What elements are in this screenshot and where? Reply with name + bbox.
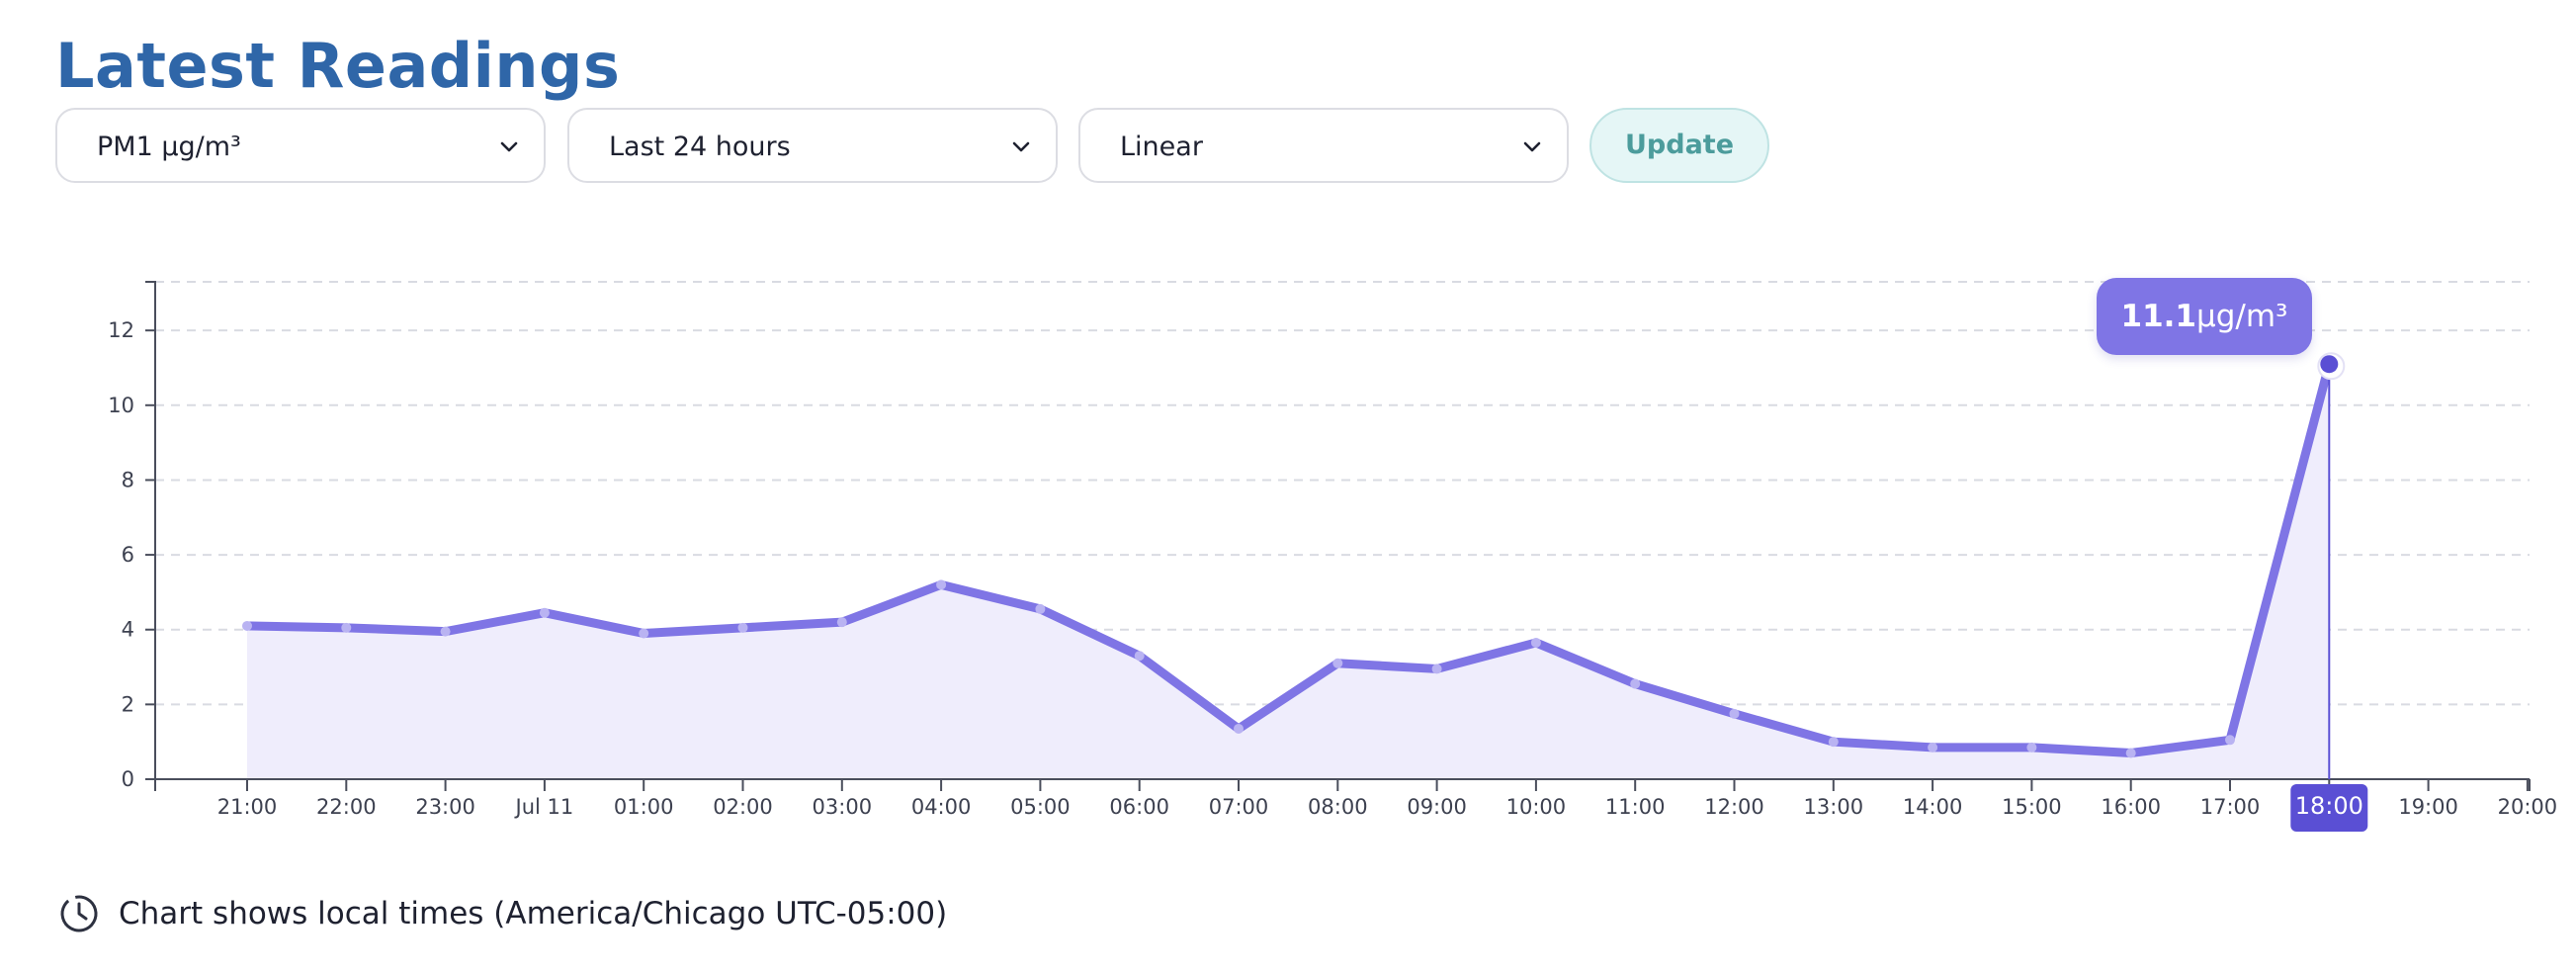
chevron-down-icon [500, 141, 518, 152]
tooltip-value: 11.1 [2120, 299, 2197, 334]
range-select-value: Last 24 hours [609, 132, 791, 162]
data-point [1729, 708, 1740, 719]
highlight-point [2320, 355, 2339, 374]
scale-select-value: Linear [1120, 132, 1203, 162]
x-tick-label: Jul 11 [514, 795, 574, 819]
y-axis-ticks: 0 2 4 6 8 10 12 [108, 318, 155, 791]
data-point [341, 622, 352, 633]
highlight-marker [2317, 352, 2346, 779]
x-tick-label: 14:00 [1903, 795, 1963, 819]
tooltip-unit: µg/m³ [2196, 299, 2288, 334]
x-tick-label: 20:00 [2498, 795, 2558, 819]
y-tick-label: 8 [122, 468, 134, 491]
clock-icon [60, 895, 98, 932]
data-point [737, 622, 748, 633]
x-tick-label: 04:00 [911, 795, 972, 819]
data-point [1332, 658, 1343, 668]
readings-chart: 0 2 4 6 8 10 12 21:00 22:00 23:00 Jul 11 01:00 02:0… [108, 281, 2558, 832]
y-tick-label: 2 [122, 692, 134, 716]
x-tick-label: 23:00 [415, 795, 475, 819]
x-tick-label: 06:00 [1109, 795, 1169, 819]
page-title: Latest Readings [55, 30, 621, 102]
x-tick-label: 16:00 [2101, 795, 2161, 819]
range-select[interactable]: Last 24 hours [567, 108, 1058, 183]
data-point [1134, 651, 1145, 662]
x-tick-label: 10:00 [1506, 795, 1567, 819]
data-point [2026, 742, 2037, 753]
metric-select-value: PM1 µg/m³ [97, 132, 241, 162]
x-tick-label: 22:00 [316, 795, 377, 819]
chart-axes [145, 281, 2530, 791]
timezone-note-text: Chart shows local times (America/Chicago… [119, 896, 948, 931]
data-point [836, 617, 847, 628]
data-point [539, 607, 550, 618]
x-tick-label: 19:00 [2398, 795, 2458, 819]
y-tick-label: 12 [108, 318, 134, 342]
chevron-down-icon [1523, 141, 1541, 152]
y-tick-label: 0 [122, 767, 134, 791]
x-tick-highlight-badge [2290, 784, 2368, 832]
data-point [242, 620, 252, 631]
data-point [1928, 742, 1938, 753]
data-point [1035, 603, 1046, 614]
x-tick-label: 11:00 [1605, 795, 1666, 819]
x-tick-label: 07:00 [1209, 795, 1269, 819]
data-point [936, 579, 947, 590]
x-tick-label: 15:00 [2002, 795, 2062, 819]
x-tick-label: 05:00 [1010, 795, 1071, 819]
data-point [639, 628, 649, 639]
metric-select[interactable]: PM1 µg/m³ [55, 108, 546, 183]
series-line [242, 359, 2334, 758]
chart-series [242, 359, 2334, 758]
data-point [2225, 735, 2235, 746]
x-tick-label: 18:00 [2295, 792, 2363, 820]
chart-area-fill [247, 364, 2330, 779]
data-point [1530, 637, 1541, 648]
y-tick-label: 4 [122, 618, 134, 642]
x-tick-label: 17:00 [2200, 795, 2261, 819]
data-point [1234, 723, 1244, 734]
x-tick-label: 08:00 [1308, 795, 1368, 819]
data-point [1630, 678, 1641, 689]
x-tick-label: 09:00 [1407, 795, 1467, 819]
data-point [1431, 664, 1442, 674]
y-tick-label: 10 [108, 394, 134, 417]
scale-select[interactable]: Linear [1078, 108, 1569, 183]
x-tick-label: 21:00 [217, 795, 278, 819]
value-tooltip: 11.1µg/m³ [2097, 278, 2312, 355]
x-tick-label: 02:00 [713, 795, 773, 819]
update-button[interactable]: Update [1589, 108, 1769, 183]
x-tick-label: 12:00 [1704, 795, 1764, 819]
data-point [1828, 737, 1839, 748]
data-point [440, 626, 451, 637]
x-tick-label: 13:00 [1804, 795, 1864, 819]
chevron-down-icon [1012, 141, 1030, 152]
x-tick-label: 01:00 [614, 795, 674, 819]
data-point [2125, 748, 2136, 758]
series-area [247, 364, 2330, 779]
y-tick-label: 6 [122, 543, 134, 567]
x-tick-label: 03:00 [813, 795, 873, 819]
x-axis-ticks: 21:00 22:00 23:00 Jul 11 01:00 02:00 03:00 04:0… [154, 779, 2558, 832]
